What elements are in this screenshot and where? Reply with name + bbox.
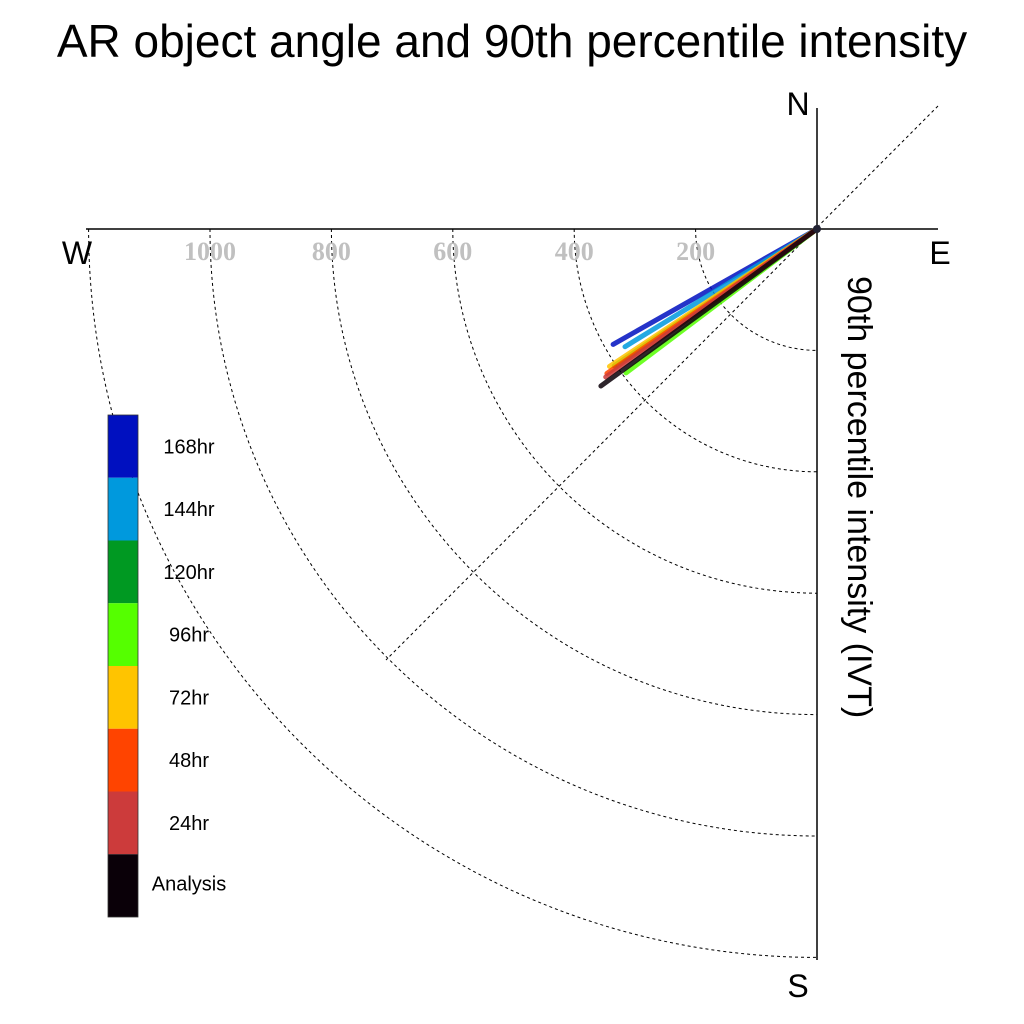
- range-ring: [209, 228, 818, 837]
- origin-marker: [813, 225, 821, 233]
- legend-swatch-48hr: [108, 728, 138, 792]
- legend-swatch-120hr: [108, 540, 138, 604]
- y-axis-label: 90th percentile intensity (IVT): [840, 276, 878, 718]
- tick-label: 800: [312, 237, 351, 266]
- chart-title: AR object angle and 90th percentile inte…: [57, 15, 967, 67]
- legend-label-120hr: 120hr: [163, 562, 214, 584]
- legend-swatch-144hr: [108, 477, 138, 541]
- range-ring: [573, 228, 818, 473]
- range-rings: [88, 228, 818, 958]
- legend-swatch-72hr: [108, 666, 138, 729]
- compass-south-label: S: [787, 968, 808, 1004]
- tick-label: 200: [676, 237, 715, 266]
- range-ring: [452, 228, 818, 594]
- compass-east-label: E: [929, 235, 950, 271]
- legend-label-144hr: 144hr: [163, 499, 214, 521]
- range-ring: [88, 228, 818, 958]
- legend-swatch-24hr: [108, 791, 138, 855]
- compass-west-label: W: [62, 235, 93, 271]
- legend-swatch-96hr: [108, 603, 138, 666]
- compass-north-label: N: [786, 86, 809, 122]
- range-ring: [695, 228, 818, 351]
- legend-label-analysis: Analysis: [152, 873, 226, 895]
- range-ring: [330, 228, 818, 716]
- legend: 168hr 144hr 120hr 96hr 72hr 48hr 24hr Analysis: [107, 414, 226, 918]
- legend-label-72hr: 72hr: [169, 687, 209, 709]
- legend-swatch-analysis: [108, 854, 138, 917]
- legend-swatch-168hr: [108, 415, 138, 478]
- tick-label: 400: [555, 237, 594, 266]
- vector-analysis: [598, 226, 820, 389]
- legend-label-48hr: 48hr: [169, 750, 209, 772]
- vector-series: [598, 225, 821, 389]
- diagonal-reference-line: [385, 105, 939, 661]
- tick-label: 1000: [184, 237, 236, 266]
- radial-tick-labels: 200 400 600 800 1000: [184, 237, 715, 266]
- legend-label-168hr: 168hr: [163, 436, 214, 458]
- legend-label-24hr: 24hr: [169, 813, 209, 835]
- legend-label-96hr: 96hr: [169, 625, 209, 647]
- tick-label: 600: [433, 237, 472, 266]
- legend-border: [107, 414, 139, 918]
